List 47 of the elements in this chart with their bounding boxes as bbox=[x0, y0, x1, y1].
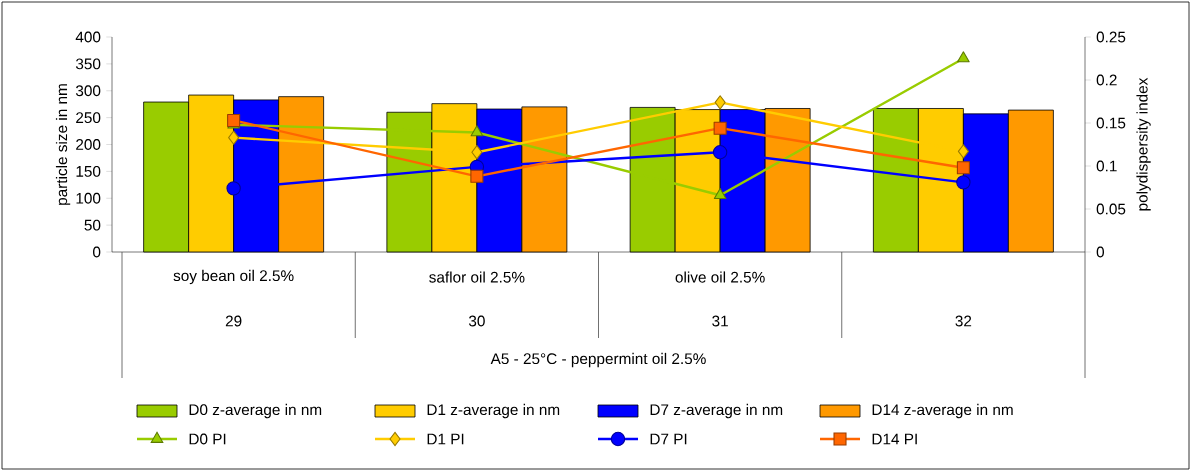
legend-label: D1 PI bbox=[427, 433, 464, 445]
point bbox=[957, 51, 970, 63]
y2-axis-title: polydispersity index bbox=[1136, 77, 1151, 211]
legend-label: D0 z-average in nm bbox=[189, 403, 322, 419]
point bbox=[228, 130, 240, 145]
x-tick-label: olive oil 2.5% bbox=[675, 271, 765, 283]
y-tick-label: 250 bbox=[76, 112, 101, 124]
y2-tick-label: 0.2 bbox=[1096, 74, 1117, 86]
point bbox=[956, 175, 971, 190]
y-axis-title: particle size in nm bbox=[55, 84, 71, 205]
point bbox=[713, 121, 727, 135]
y2-tick-label: 0 bbox=[1096, 246, 1104, 258]
point bbox=[471, 145, 483, 160]
text: 32 bbox=[955, 315, 972, 327]
text: 29 bbox=[225, 315, 242, 327]
text: 30 bbox=[468, 315, 485, 327]
point bbox=[714, 95, 726, 110]
x-tick-label: saflor oil 2.5% bbox=[429, 271, 525, 283]
y-tick-label: 100 bbox=[76, 192, 101, 204]
legend-label: D14 PI bbox=[872, 433, 917, 445]
point bbox=[957, 144, 969, 159]
legend-label: D7 PI bbox=[650, 433, 687, 445]
y2-tick-label: 0.15 bbox=[1096, 117, 1126, 129]
y-tick-label: 350 bbox=[75, 58, 101, 70]
legend-label: D14 z-average in nm bbox=[872, 403, 1013, 419]
x-tick-label: soy bean oil 2.5% bbox=[173, 269, 294, 285]
point bbox=[470, 169, 484, 183]
point bbox=[712, 145, 728, 160]
point bbox=[226, 181, 241, 196]
point bbox=[956, 161, 970, 175]
y2-tick-label: 0.05 bbox=[1096, 203, 1126, 215]
y-tick-label: 200 bbox=[76, 139, 101, 150]
y2-tick-label: 0.1 bbox=[1096, 160, 1117, 172]
point bbox=[470, 125, 484, 137]
y-tick-label: 50 bbox=[84, 219, 101, 231]
y-tick-label: 150 bbox=[76, 165, 101, 177]
text: A5 - 25°C - peppermint oil 2.5% bbox=[490, 352, 706, 368]
point bbox=[713, 188, 727, 200]
y-tick-label: 400 bbox=[75, 31, 101, 43]
text: 31 bbox=[712, 315, 728, 327]
y-tick-label: 300 bbox=[75, 85, 101, 97]
y-tick-label: 0 bbox=[93, 246, 101, 258]
legend-label: D0 PI bbox=[189, 433, 226, 445]
legend-label: D7 z-average in nm bbox=[650, 403, 783, 419]
y2-tick-label: 0.25 bbox=[1096, 31, 1126, 43]
point bbox=[227, 113, 241, 127]
legend-label: D1 z-average in nm bbox=[427, 403, 560, 419]
